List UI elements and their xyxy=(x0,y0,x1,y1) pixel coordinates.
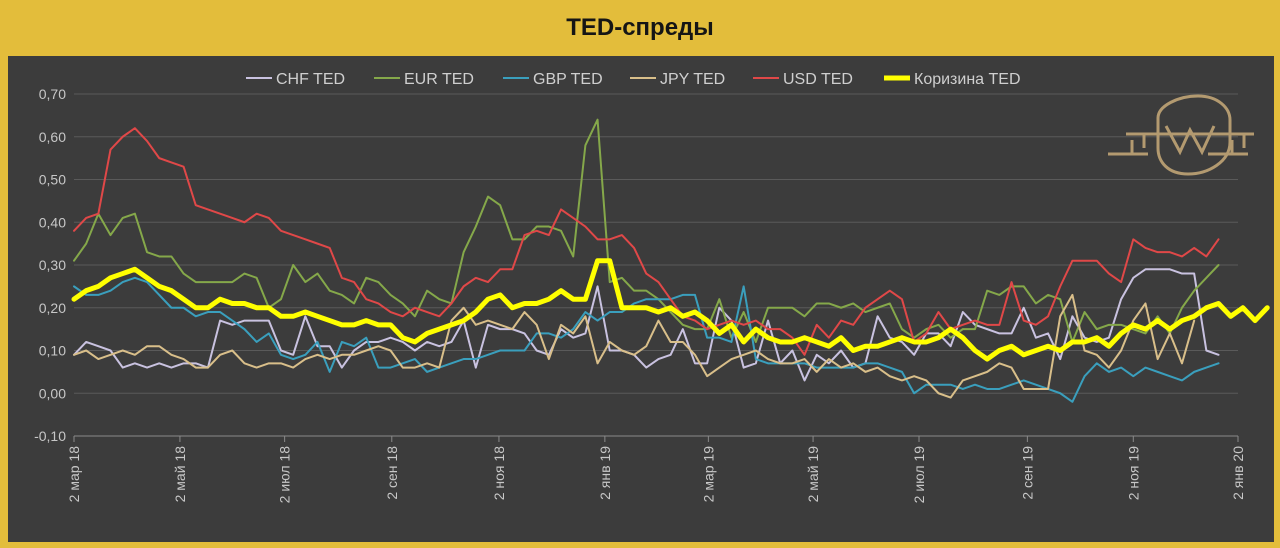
series-line-gbp-ted xyxy=(73,276,1220,403)
x-tick-label: 2 ноя 18 xyxy=(491,446,507,500)
x-tick-label: 2 янв 20 xyxy=(1230,446,1246,500)
y-tick-label: 0,30 xyxy=(39,257,66,273)
y-tick-label: 0,60 xyxy=(39,129,66,145)
legend-label: JPY TED xyxy=(660,71,725,88)
series-line-коризина-ted xyxy=(71,258,1270,362)
series-line-eur-ted xyxy=(73,118,1220,343)
x-tick-label: 2 мар 19 xyxy=(700,446,716,503)
y-tick-label: 0,20 xyxy=(39,300,66,316)
chart-title: TED-спреды xyxy=(566,14,714,41)
x-tick-label: 2 сен 19 xyxy=(1019,446,1035,500)
plot-area: -0,10 0,00 0,10 0,20 0,30 0,40 0,50 0,60 0,70 2 м… xyxy=(8,56,1274,542)
x-tick-label: 2 сен 18 xyxy=(384,446,400,500)
legend-label: GBP TED xyxy=(533,71,603,88)
series-line-usd-ted xyxy=(73,127,1220,356)
x-tick-label: 2 ноя 19 xyxy=(1125,446,1141,500)
x-tick-label: 2 мар 18 xyxy=(66,446,82,503)
x-tick-label: 2 июл 19 xyxy=(911,446,927,504)
y-tick-label: 0,00 xyxy=(39,385,66,401)
y-tick-label: 0,40 xyxy=(39,214,66,230)
series-line-chf-ted xyxy=(73,268,1220,382)
x-tick-label: 2 май 19 xyxy=(805,446,821,503)
y-tick-label: 0,70 xyxy=(39,86,66,102)
y-tick-label: -0,10 xyxy=(34,428,66,444)
ted-spreads-chart: -0,10 0,00 0,10 0,20 0,30 0,40 0,50 0,60 0,70 2 м… xyxy=(34,71,1270,504)
x-tick-label: 2 янв 19 xyxy=(597,446,613,500)
legend-label: USD TED xyxy=(783,71,853,88)
y-tick-label: 0,50 xyxy=(39,172,66,188)
legend-label: CHF TED xyxy=(276,71,345,88)
legend-label: Коризина TED xyxy=(914,71,1021,88)
x-tick-label: 2 июл 18 xyxy=(277,446,293,504)
series-line-jpy-ted xyxy=(73,293,1196,399)
legend-label: EUR TED xyxy=(404,71,474,88)
brand-logo-icon xyxy=(1108,94,1254,176)
y-tick-label: 0,10 xyxy=(39,343,66,359)
x-tick-label: 2 май 18 xyxy=(172,446,188,503)
